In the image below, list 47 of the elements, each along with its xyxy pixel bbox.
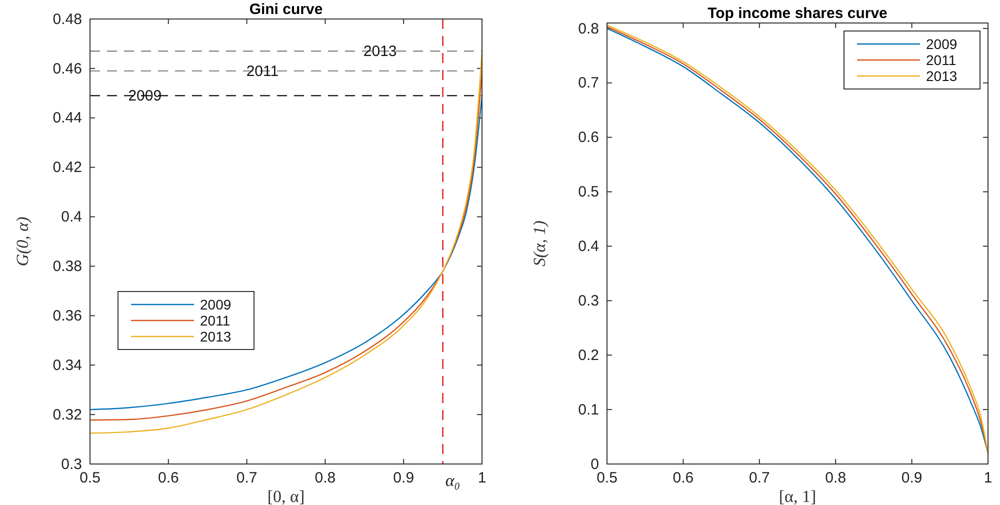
x-axis-title: [0, α] bbox=[267, 487, 305, 505]
y-tick-label: 0.2 bbox=[578, 346, 599, 364]
x-tick-label: 0.9 bbox=[393, 470, 414, 487]
annotation: 2011 bbox=[246, 62, 279, 80]
y-tick-label: 0.6 bbox=[578, 129, 599, 146]
chart-title: Gini curve bbox=[249, 1, 323, 18]
y-tick-label: 0.46 bbox=[52, 60, 82, 78]
y-tick-label: 0.42 bbox=[52, 159, 82, 176]
legend-label: 2013 bbox=[926, 68, 958, 84]
legend-label: 2011 bbox=[200, 312, 230, 328]
x-tick-label: 0.6 bbox=[158, 470, 179, 487]
y-tick-label: 0.4 bbox=[578, 238, 599, 256]
y-tick-label: 0.44 bbox=[52, 110, 82, 127]
legend-label: 2009 bbox=[200, 296, 232, 312]
y-axis-title: G(0, α) bbox=[13, 216, 32, 266]
y-tick-label: 0.7 bbox=[578, 74, 599, 92]
x-axis-title: [α, 1] bbox=[778, 487, 816, 505]
y-tick-label: 0.4 bbox=[61, 208, 82, 226]
x-tick-label: 0.5 bbox=[80, 470, 100, 487]
y-tick-label: 0.5 bbox=[578, 184, 599, 201]
x-tick-label: 1 bbox=[984, 470, 992, 487]
y-tick-label: 0.36 bbox=[52, 307, 82, 324]
x-tick-label: 0.8 bbox=[825, 470, 846, 487]
legend-label: 2009 bbox=[926, 36, 958, 52]
y-tick-label: 0.3 bbox=[578, 292, 599, 310]
y-tick-label: 0.34 bbox=[52, 356, 82, 374]
y-tick-label: 0.3 bbox=[61, 456, 82, 473]
x-tick-label: 0.7 bbox=[748, 470, 770, 487]
x-tick-label: 0.7 bbox=[236, 470, 258, 487]
y-axis-title: S(α, 1) bbox=[530, 220, 549, 266]
annotation: 2009 bbox=[128, 88, 162, 105]
legend-label: 2011 bbox=[926, 52, 956, 68]
x-tick-label: 0.9 bbox=[901, 470, 922, 487]
x-tick-label: 0.6 bbox=[672, 470, 694, 487]
x-tick-label: 1 bbox=[478, 470, 486, 487]
legend-label: 2013 bbox=[200, 328, 232, 344]
y-tick-label: 0.1 bbox=[578, 401, 599, 418]
y-tick-label: 0.32 bbox=[52, 406, 82, 424]
x-tick-label: 0.5 bbox=[596, 470, 618, 487]
chart-title: Top income shares curve bbox=[708, 5, 888, 22]
y-tick-label: 0.8 bbox=[578, 20, 599, 38]
y-tick-label: 0 bbox=[590, 456, 599, 473]
annotation: 2013 bbox=[363, 43, 397, 60]
y-tick-label: 0.48 bbox=[52, 10, 82, 28]
y-tick-label: 0.38 bbox=[52, 258, 82, 276]
ref-line-label: α₀ bbox=[445, 471, 460, 490]
x-tick-label: 0.8 bbox=[314, 470, 336, 487]
